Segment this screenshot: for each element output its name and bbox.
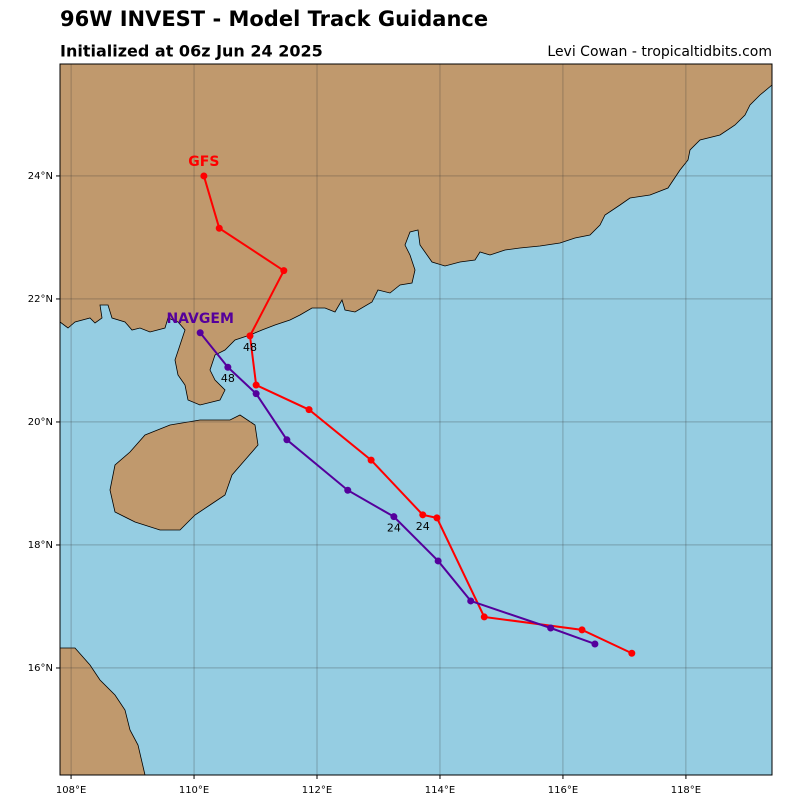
track-point <box>305 406 313 414</box>
land <box>60 647 146 775</box>
title: 96W INVEST - Model Track Guidance <box>60 7 488 31</box>
land <box>60 64 772 406</box>
track-point <box>344 486 352 494</box>
credit: Levi Cowan - tropicaltidbits.com <box>547 44 772 60</box>
track-point <box>215 224 223 232</box>
hour-label: 48 <box>221 372 235 385</box>
track-point <box>246 332 254 340</box>
map-area: 24 48 GFS 24 48 NAVGEM <box>60 64 772 775</box>
track-point <box>367 456 375 464</box>
track-point <box>280 267 288 275</box>
y-tick-label: 24°N <box>28 171 53 182</box>
track-point <box>547 624 555 632</box>
track-point <box>419 511 427 519</box>
x-tick-label: 112°E <box>302 785 332 796</box>
track-point <box>252 390 260 398</box>
track-point <box>224 363 232 371</box>
land <box>109 414 259 531</box>
hour-label: 24 <box>387 522 401 535</box>
track-point <box>578 626 586 634</box>
track-line <box>202 175 633 655</box>
track-line <box>199 332 596 645</box>
track-point <box>480 613 488 621</box>
track-point <box>467 597 475 605</box>
track-point <box>434 557 442 565</box>
y-tick-label: 20°N <box>28 417 53 428</box>
x-tick-label: 110°E <box>179 785 209 796</box>
x-tick-label: 116°E <box>548 785 578 796</box>
track-point <box>433 514 441 522</box>
track-point <box>628 649 636 657</box>
x-tick-label: 118°E <box>671 785 701 796</box>
hour-label: 24 <box>416 520 430 533</box>
track-point <box>390 513 398 521</box>
model-name: NAVGEM <box>166 311 233 327</box>
track-point <box>196 329 204 337</box>
track-point <box>200 172 208 180</box>
map-frame <box>59 63 773 776</box>
axis-layer: 108°E 110°E 112°E 114°E 116°E 118°E 16°N 18°N 20… <box>28 171 701 796</box>
track-point <box>283 436 291 444</box>
track-point <box>591 640 599 648</box>
subtitle: Initialized at 06z Jun 24 2025 <box>60 42 323 61</box>
x-tick-label: 114°E <box>425 785 455 796</box>
track-point <box>252 381 260 389</box>
y-tick-label: 22°N <box>28 294 53 305</box>
y-tick-label: 16°N <box>28 663 53 674</box>
plot-layer: 24 48 GFS 24 48 NAVGEM <box>60 64 772 775</box>
x-tick-label: 108°E <box>56 785 86 796</box>
model-name: GFS <box>188 154 219 170</box>
hour-label: 48 <box>243 341 257 354</box>
y-tick-label: 18°N <box>28 540 53 551</box>
